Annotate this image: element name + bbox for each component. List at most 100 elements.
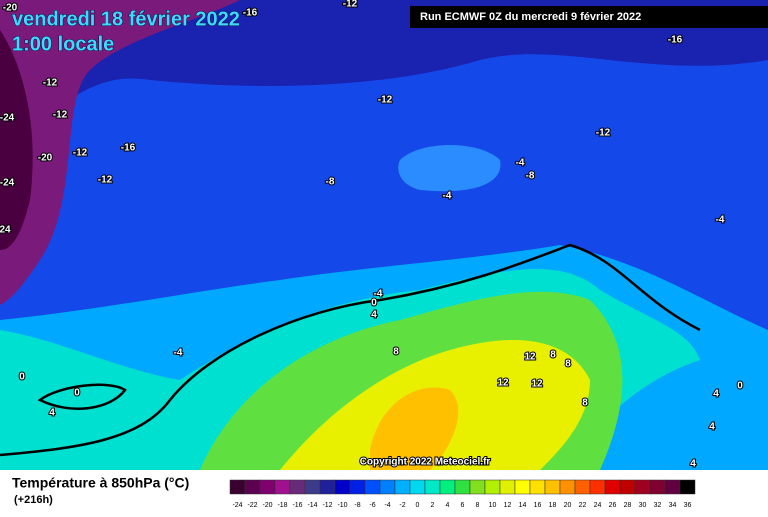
legend-swatch [334,479,351,495]
isotherm-label: 8 [565,359,571,370]
legend-label: 36 [684,502,692,509]
isotherm-label: -4 [174,348,183,359]
zero-isotherm-loop [37,383,127,410]
mild-spot [398,145,501,192]
isotherm-label: -12 [596,128,611,139]
isotherm-label: -4 [716,215,725,226]
legend-label: -4 [384,502,390,509]
time-label: 1:00 locale [12,33,114,55]
legend-label: 10 [489,502,497,509]
isotherm-label: -20 [38,153,53,164]
legend-label: -10 [337,502,347,509]
legend-label: -16 [292,502,302,509]
arctic-region [0,0,240,305]
cold-region [0,0,768,150]
legend-swatch [364,479,381,495]
legend-swatch [274,479,291,495]
legend-swatch [394,479,411,495]
isotherm-label: -24 [0,178,15,189]
footer-lead: (+216h) [14,494,53,506]
isotherm-label: -12 [43,78,58,89]
isotherm-label: -24 [0,113,15,124]
isotherm-label: -20 [3,3,18,14]
isotherm-label: -12 [98,175,113,186]
legend-swatch [544,479,561,495]
arctic-core [0,30,33,250]
legend-swatch [529,479,546,495]
legend-swatch [619,479,636,495]
legend-label: -12 [322,502,332,509]
legend-swatch [244,479,261,495]
legend-swatch [424,479,441,495]
legend-swatch [604,479,621,495]
legend-label: 20 [564,502,572,509]
isotherm-label: 8 [582,398,588,409]
legend-swatch [379,479,396,495]
legend-label: -22 [247,502,257,509]
legend-label: -8 [354,502,360,509]
legend-label: -24 [232,502,242,509]
legend-label: 22 [579,502,587,509]
legend-swatch [574,479,591,495]
legend-swatch [469,479,486,495]
legend-swatch [499,479,516,495]
legend-swatch [259,479,276,495]
legend-label: 24 [594,502,602,509]
legend-label: 6 [461,502,465,509]
legend-label: 28 [624,502,632,509]
isotherm-label: 24 [0,225,11,236]
legend-swatch [304,479,321,495]
isotherm-label: -16 [121,143,136,154]
zero-isotherm [0,243,701,457]
isotherm-label: 4 [709,422,715,433]
isotherm-label: -12 [343,0,358,10]
isotherm-label: 0 [74,388,80,399]
legend-label: 30 [639,502,647,509]
legend-label: 0 [416,502,420,509]
legend-swatch [289,479,306,495]
legend-swatch [349,479,366,495]
run-banner [410,6,768,28]
legend-label: 26 [609,502,617,509]
date-label: vendredi 18 février 2022 [12,8,240,30]
isotherm-label: 8 [550,350,556,361]
isotherm-label: 0 [371,298,377,309]
legend-label: 2 [431,502,435,509]
legend-swatch [664,479,681,495]
legend-swatch [634,479,651,495]
isotherm-label: 0 [737,381,743,392]
legend-label: 8 [476,502,480,509]
isotherm-label: -16 [243,8,258,19]
legend-label: 18 [549,502,557,509]
legend-swatch [559,479,576,495]
legend-swatch [229,479,246,495]
isotherm-label: -4 [443,191,452,202]
isotherm-label: -4 [516,158,525,169]
legend-label: 4 [446,502,450,509]
legend-swatch [514,479,531,495]
legend-label: 12 [504,502,512,509]
isotherm-label: 4 [690,459,696,470]
legend-swatch [454,479,471,495]
legend-swatch [679,479,696,495]
run-label: Run ECMWF 0Z du mercredi 9 février 2022 [420,11,641,23]
legend-label: -6 [369,502,375,509]
legend-swatch [589,479,606,495]
legend-label: 34 [669,502,677,509]
isotherm-label: -8 [526,171,535,182]
hot-region [370,387,459,470]
legend-swatch [409,479,426,495]
legend-label: 14 [519,502,527,509]
isotherm-label: -16 [668,35,683,46]
isotherm-label: 12 [524,352,536,363]
isotherm-label: -8 [326,177,335,188]
legend-label: -14 [307,502,317,509]
legend-label: 32 [654,502,662,509]
legend-label: -18 [277,502,287,509]
legend-swatch [439,479,456,495]
legend-swatch [649,479,666,495]
isotherm-label: 12 [531,379,543,390]
legend-label: 16 [534,502,542,509]
isotherm-label: -12 [378,95,393,106]
isotherm-label: 0 [19,372,25,383]
